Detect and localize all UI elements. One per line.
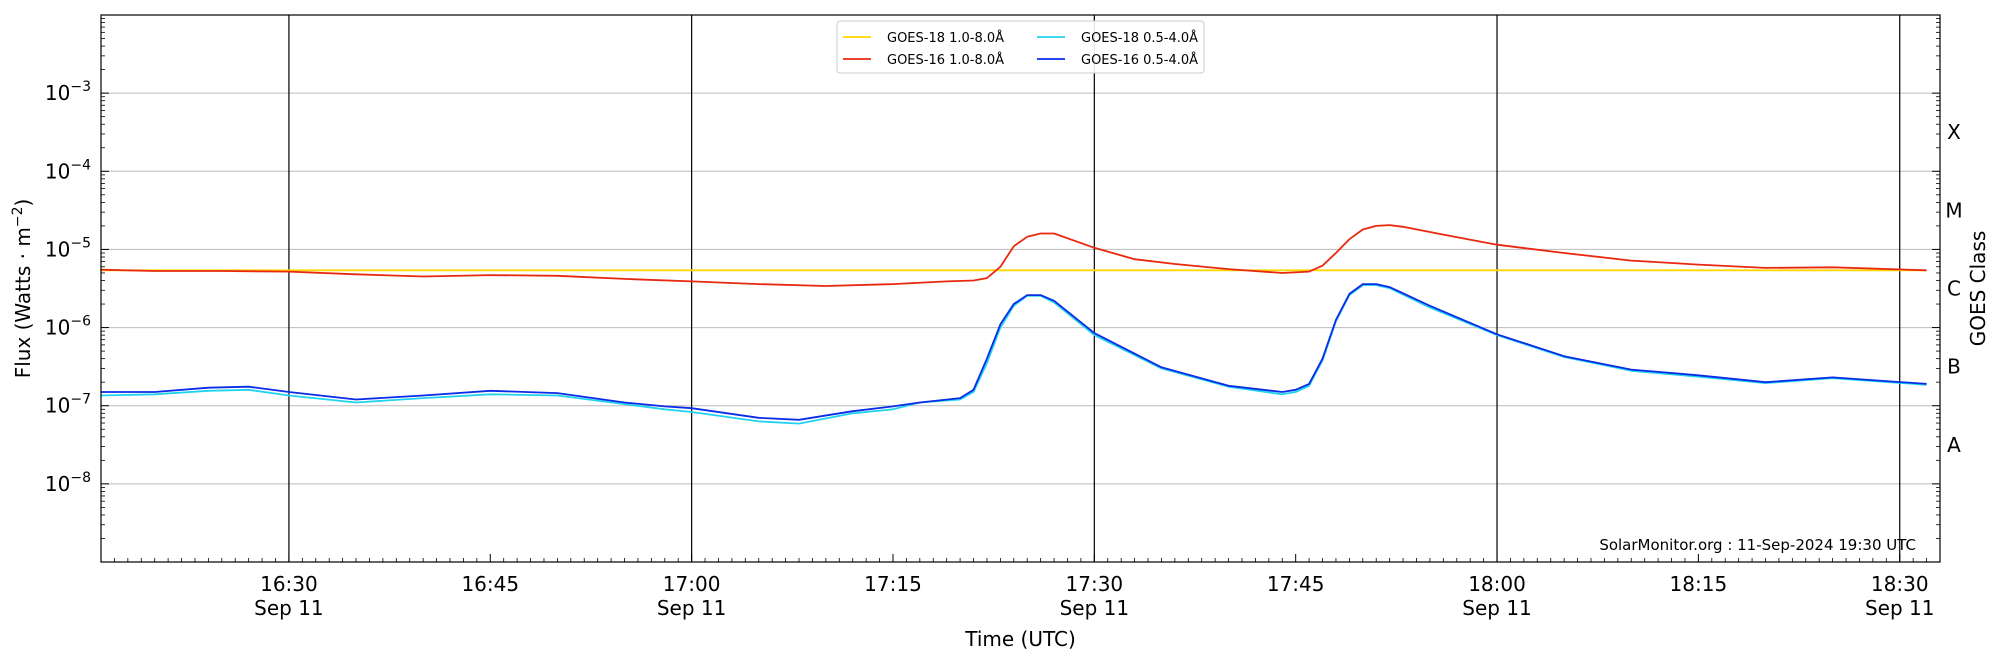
x-tick-date-label: Sep 11 [657,596,727,620]
series-line [100,224,1927,287]
y-tick-label: 10−3 [45,79,91,105]
x-tick-label: 17:45 [1267,572,1325,596]
goes-class-label: B [1947,355,1961,379]
series-layer [100,224,1927,425]
goes-class-axis-title: GOES Class [1966,231,1990,347]
legend-box [836,20,1205,74]
y-tick-label: 10−7 [45,392,91,418]
y-tick-label: 10−6 [45,314,91,340]
goes-class-label: A [1947,433,1961,457]
y-axis-title: Flux (Watts · m−2) [10,199,35,379]
x-tick-label: 18:30 [1871,572,1929,596]
x-tick-date-label: Sep 11 [1060,596,1130,620]
goes-class-label: M [1945,198,1962,222]
y-axis-title-text: Flux (Watts · m−2) [10,199,35,379]
plot-frame [100,14,1941,563]
goes-class-labels: A B C M X [1945,120,1962,457]
x-tick-label: 17:30 [1066,572,1124,596]
major-time-lines [288,15,1901,562]
x-tick-label: 17:15 [864,572,922,596]
y-tick-label: 10−8 [45,470,91,496]
y-tick-label: 10−4 [45,157,91,183]
legend[interactable]: GOES-18 1.0-8.0Å GOES-16 1.0-8.0Å GOES-18 … [836,20,1205,74]
legend-label: GOES-16 1.0-8.0Å [887,52,1004,68]
x-tick-label: 16:30 [260,572,318,596]
legend-label: GOES-18 0.5-4.0Å [1081,30,1198,46]
goes-class-label: X [1947,120,1961,144]
x-axis-title: Time (UTC) [964,627,1076,650]
grid-layer [101,92,1940,485]
credit-text: SolarMonitor.org : 11-Sep-2024 19:30 UTC [1599,536,1916,554]
series-line [101,283,1927,421]
goes-class-label: C [1947,277,1961,301]
x-tick-date-label: Sep 11 [1462,596,1532,620]
x-tick-label: 18:15 [1670,572,1728,596]
legend-label: GOES-16 0.5-4.0Å [1081,52,1198,68]
x-tick-date-label: Sep 11 [1865,596,1935,620]
x-tick-label: 18:00 [1468,572,1526,596]
legend-label: GOES-18 1.0-8.0Å [887,30,1004,46]
x-tick-date-label: Sep 11 [254,596,324,620]
x-tick-label: 17:00 [663,572,721,596]
y-tick-label: 10−5 [45,235,91,261]
x-tick-label: 16:45 [461,572,519,596]
